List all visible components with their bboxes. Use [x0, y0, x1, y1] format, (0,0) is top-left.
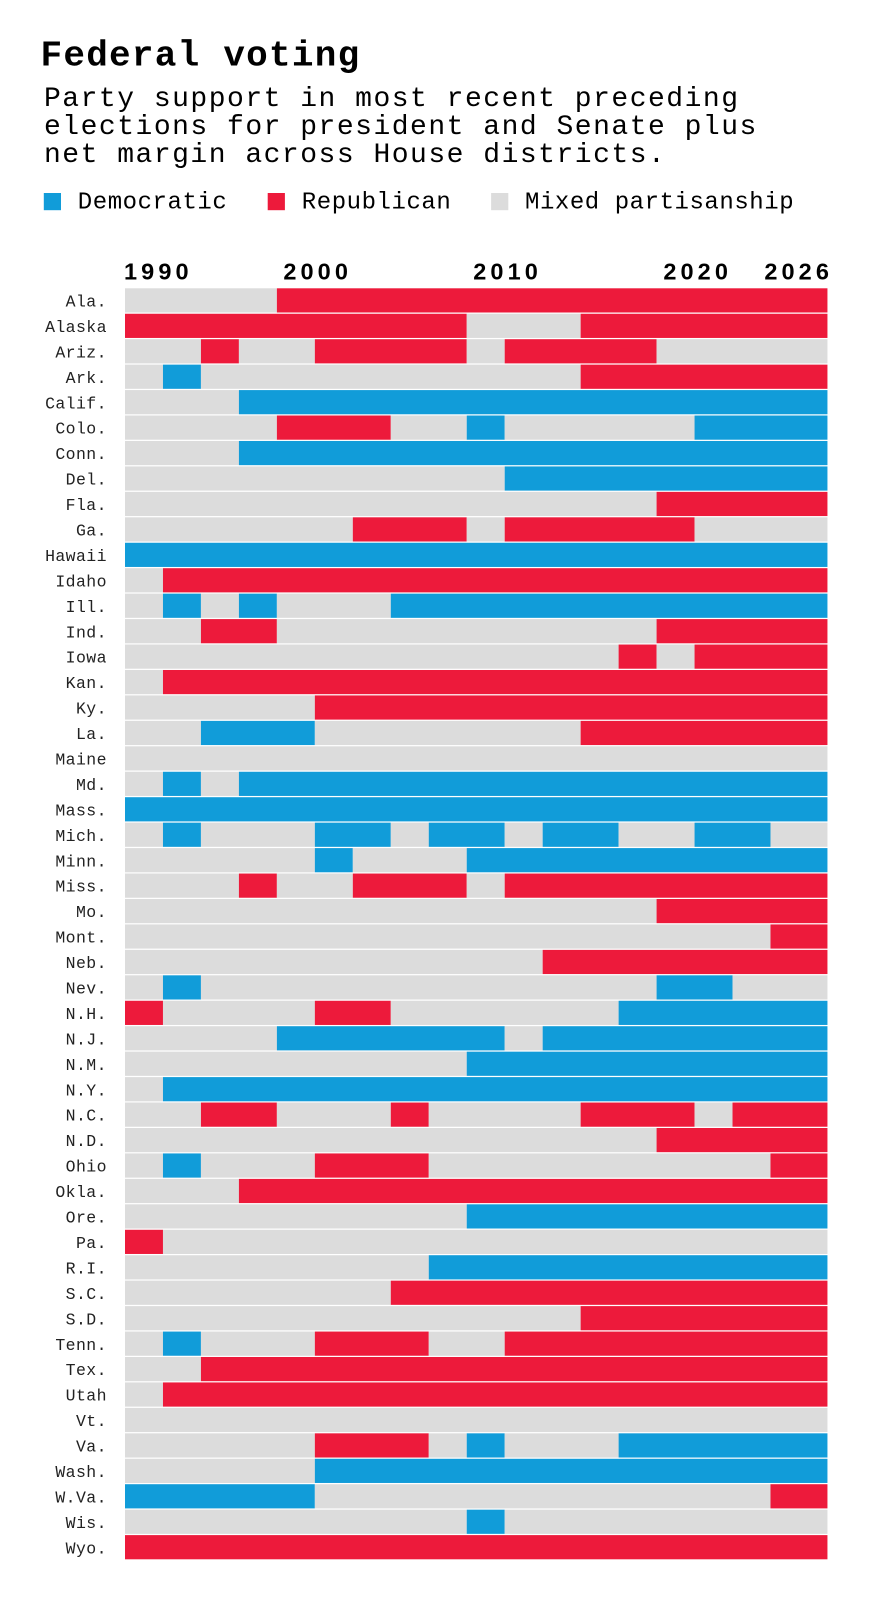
- svg-text:Ala.: Ala.: [66, 293, 107, 312]
- svg-text:Ark.: Ark.: [66, 369, 107, 388]
- svg-text:Pa.: Pa.: [76, 1234, 107, 1253]
- svg-text:R.I.: R.I.: [66, 1259, 107, 1278]
- svg-text:La.: La.: [76, 725, 107, 744]
- svg-text:N.Y.: N.Y.: [66, 1081, 107, 1100]
- svg-text:W.Va.: W.Va.: [55, 1488, 107, 1507]
- svg-text:Mich.: Mich.: [55, 827, 107, 846]
- svg-text:Democratic: Democratic: [78, 190, 228, 217]
- svg-text:Iowa: Iowa: [66, 649, 107, 668]
- svg-text:Minn.: Minn.: [55, 852, 107, 871]
- svg-text:Maine: Maine: [55, 751, 107, 770]
- svg-text:Tenn.: Tenn.: [55, 1336, 107, 1355]
- svg-text:Tex.: Tex.: [66, 1361, 107, 1380]
- svg-text:elections for president and Se: elections for president and Senate plus: [44, 112, 758, 143]
- svg-text:2026: 2026: [764, 258, 833, 284]
- svg-text:N.J.: N.J.: [66, 1030, 107, 1049]
- svg-text:Ill.: Ill.: [66, 598, 107, 617]
- svg-text:Vt.: Vt.: [76, 1412, 107, 1431]
- svg-text:Wis.: Wis.: [66, 1514, 107, 1533]
- svg-text:Nev.: Nev.: [66, 980, 107, 999]
- svg-text:Idaho: Idaho: [55, 572, 107, 591]
- svg-text:Mont.: Mont.: [55, 929, 107, 948]
- svg-text:net margin across House distri: net margin across House districts.: [44, 140, 666, 171]
- svg-text:Ariz.: Ariz.: [55, 343, 107, 362]
- svg-text:S.C.: S.C.: [66, 1285, 107, 1304]
- svg-text:N.D.: N.D.: [66, 1132, 107, 1151]
- svg-text:N.C.: N.C.: [66, 1107, 107, 1126]
- svg-text:Ga.: Ga.: [76, 522, 107, 541]
- svg-text:Hawaii: Hawaii: [45, 547, 107, 566]
- svg-text:Federal voting: Federal voting: [41, 36, 361, 77]
- svg-text:Mo.: Mo.: [76, 903, 107, 922]
- svg-text:Va.: Va.: [76, 1438, 107, 1457]
- svg-text:Colo.: Colo.: [55, 420, 107, 439]
- svg-text:Okla.: Okla.: [55, 1183, 107, 1202]
- svg-text:S.D.: S.D.: [66, 1310, 107, 1329]
- svg-text:2020: 2020: [663, 258, 732, 284]
- svg-text:Kan.: Kan.: [66, 674, 107, 693]
- svg-text:Calif.: Calif.: [45, 394, 107, 413]
- svg-text:Utah: Utah: [66, 1387, 107, 1406]
- svg-text:Miss.: Miss.: [55, 878, 107, 897]
- svg-text:1990: 1990: [124, 258, 193, 284]
- svg-text:Md.: Md.: [76, 776, 107, 795]
- svg-text:Del.: Del.: [66, 471, 107, 490]
- svg-text:Ky.: Ky.: [76, 700, 107, 719]
- svg-text:Ind.: Ind.: [66, 623, 107, 642]
- svg-text:2010: 2010: [473, 258, 542, 284]
- svg-text:Wash.: Wash.: [55, 1463, 107, 1482]
- svg-text:Republican: Republican: [302, 190, 452, 217]
- svg-text:Ohio: Ohio: [66, 1158, 107, 1177]
- svg-text:N.M.: N.M.: [66, 1056, 107, 1075]
- svg-text:Mass.: Mass.: [55, 801, 107, 820]
- svg-text:Party support in most recent p: Party support in most recent preceding: [44, 84, 740, 115]
- svg-text:Fla.: Fla.: [66, 496, 107, 515]
- svg-text:Conn.: Conn.: [55, 445, 107, 464]
- svg-text:Neb.: Neb.: [66, 954, 107, 973]
- svg-text:Ore.: Ore.: [66, 1209, 107, 1228]
- svg-text:2000: 2000: [283, 258, 352, 284]
- svg-text:Alaska: Alaska: [45, 318, 107, 337]
- svg-text:Wyo.: Wyo.: [66, 1539, 107, 1558]
- svg-text:Mixed partisanship: Mixed partisanship: [525, 190, 794, 217]
- svg-text:N.H.: N.H.: [66, 1005, 107, 1024]
